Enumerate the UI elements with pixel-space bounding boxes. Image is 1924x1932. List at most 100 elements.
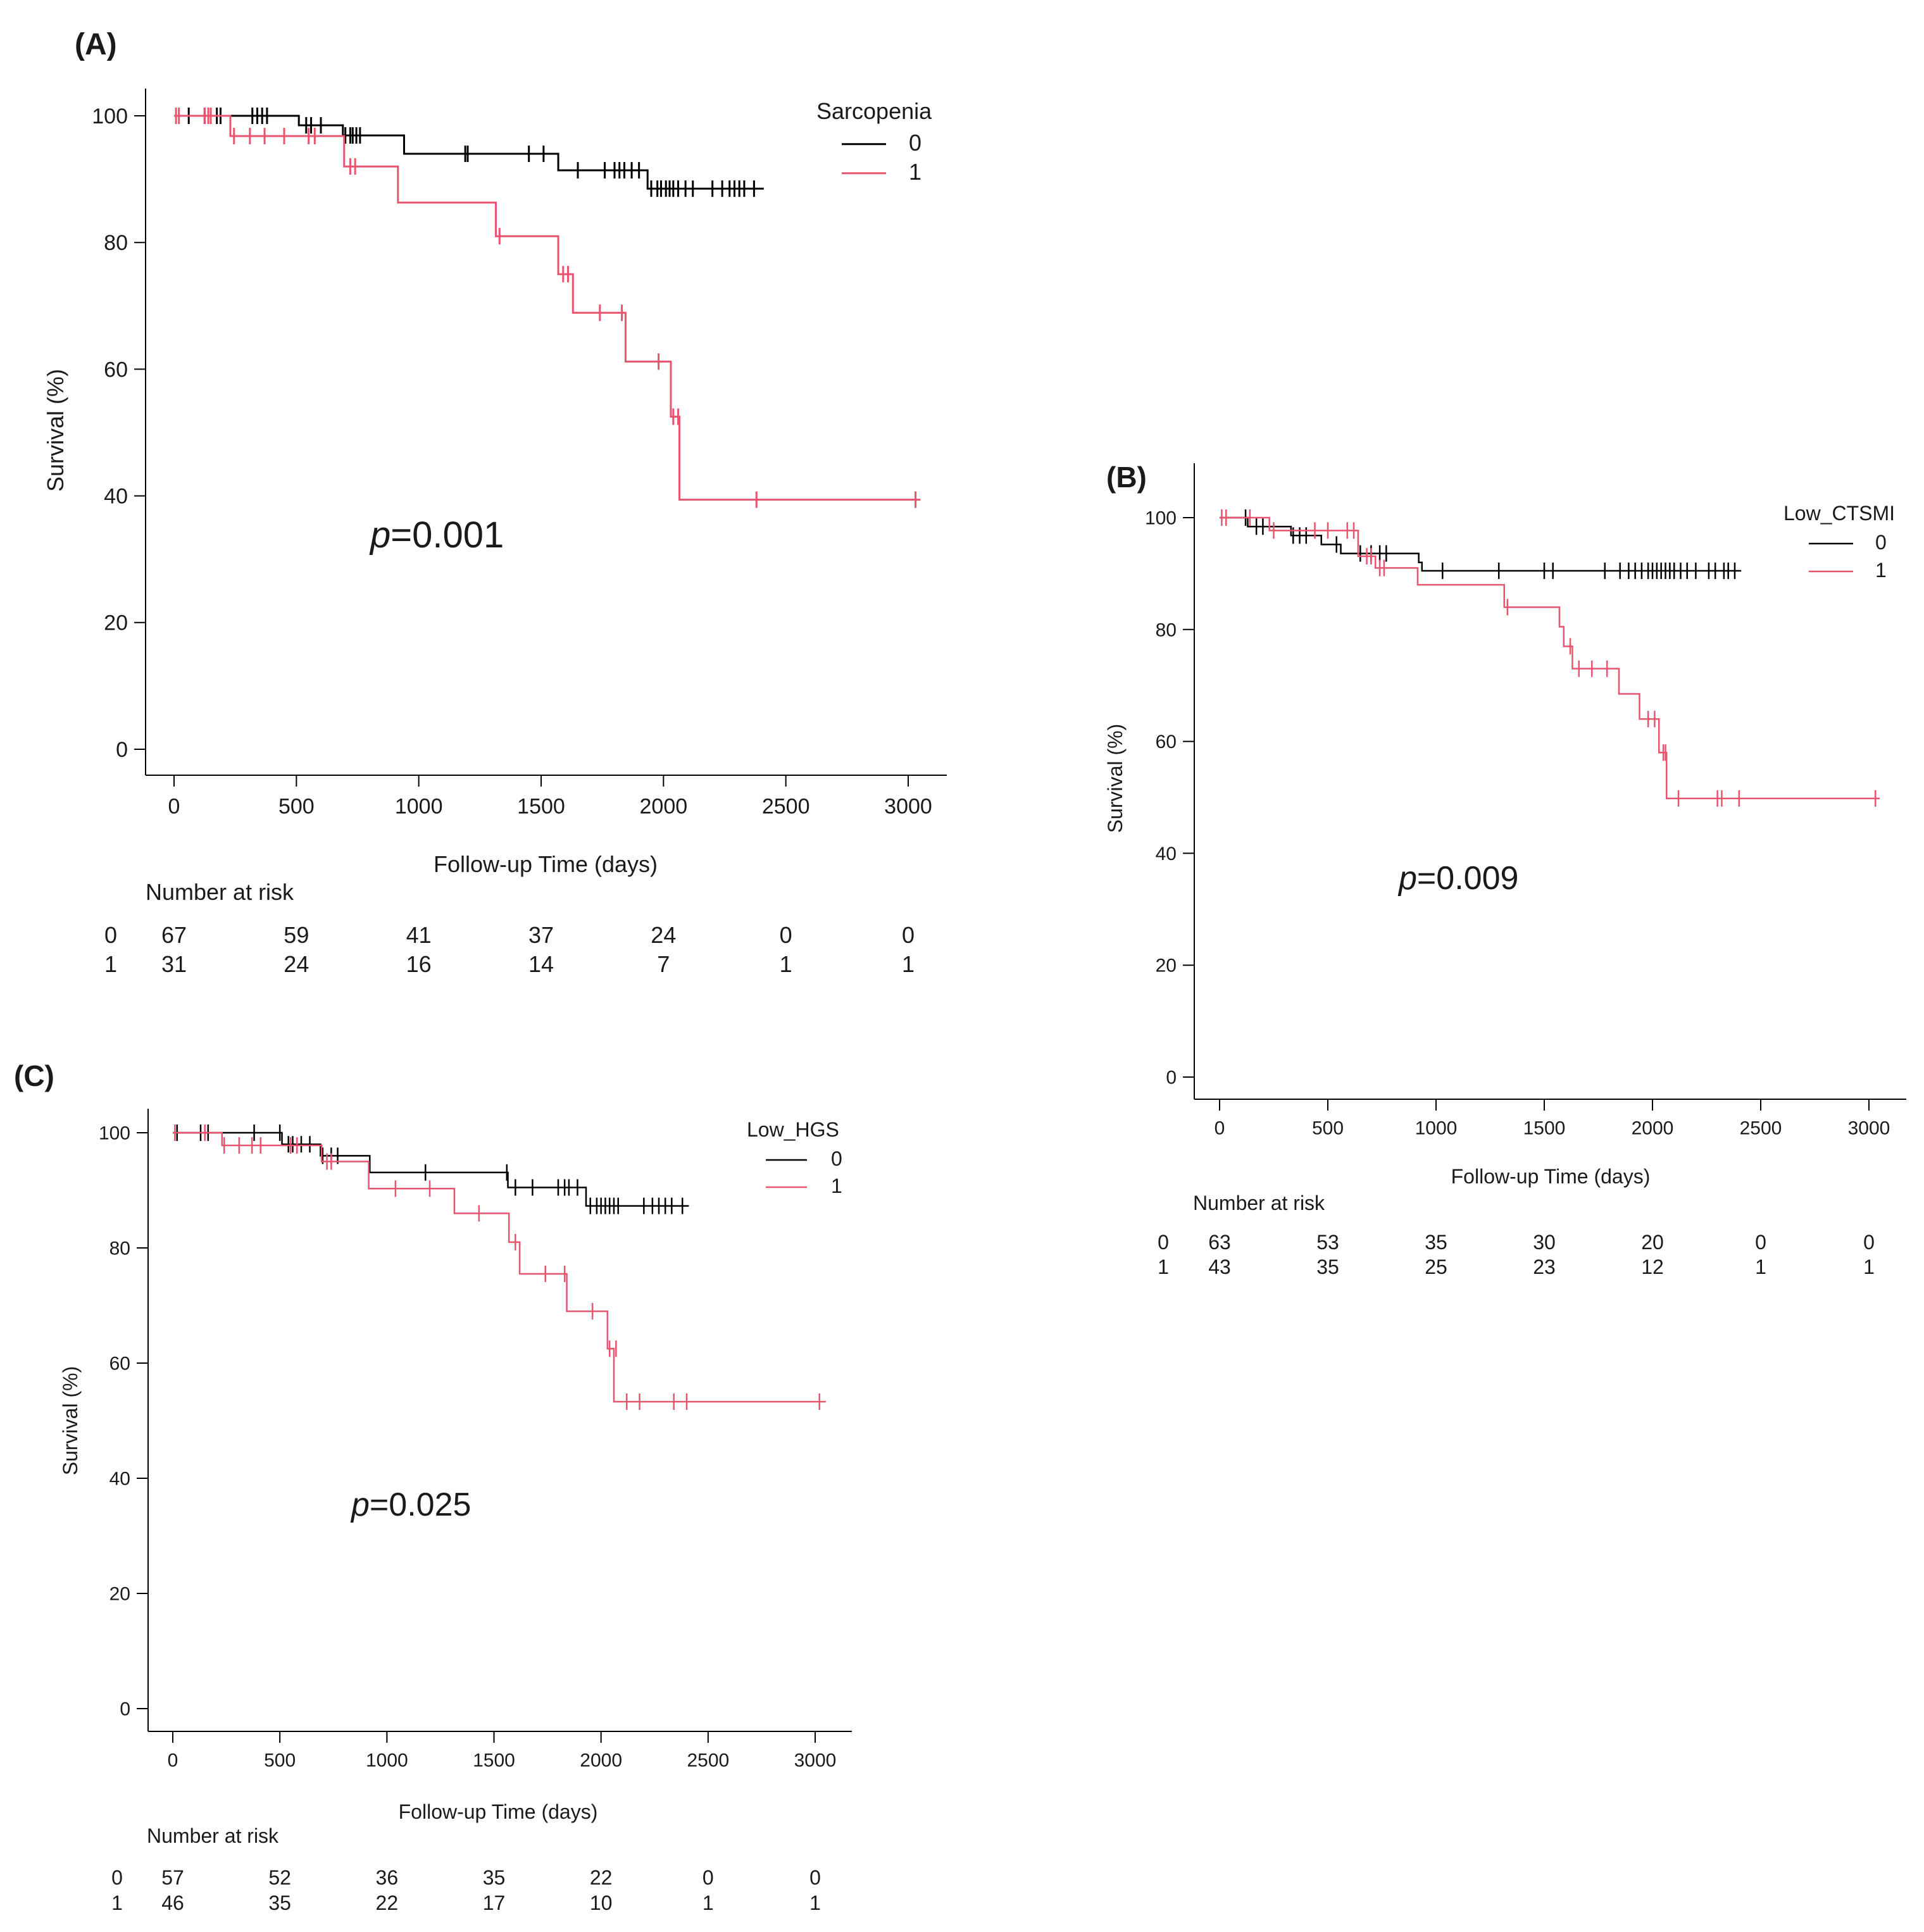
x-tick-label: 3000	[884, 795, 932, 819]
risk-row-label: 0	[111, 1866, 123, 1889]
x-tick-label: 1000	[366, 1750, 408, 1771]
legend-title: Low_HGS	[747, 1118, 839, 1141]
y-axis-title: Survival (%)	[1104, 724, 1127, 833]
risk-count: 7	[657, 951, 670, 977]
legend-title: Sarcopenia	[816, 98, 932, 124]
y-axis-title: Survival (%)	[42, 369, 68, 492]
y-tick-label: 40	[109, 1469, 130, 1490]
risk-count: 0	[703, 1866, 714, 1889]
risk-count: 24	[651, 922, 676, 948]
x-tick-label: 500	[264, 1750, 296, 1771]
risk-count: 22	[376, 1891, 399, 1914]
p-value-symbol: p	[369, 514, 390, 556]
legend-label: 1	[831, 1175, 842, 1197]
risk-count: 22	[590, 1866, 613, 1889]
x-tick-label: 0	[168, 795, 180, 819]
risk-count: 1	[1863, 1256, 1875, 1278]
risk-count: 23	[1533, 1256, 1556, 1278]
risk-count: 35	[268, 1891, 291, 1914]
risk-count: 41	[406, 922, 432, 948]
y-tick-label: 60	[109, 1354, 130, 1374]
km-curve-group-1	[174, 115, 921, 501]
x-axis-title: Follow-up Time (days)	[434, 851, 658, 877]
legend-label: 0	[831, 1147, 842, 1170]
risk-count: 59	[284, 922, 309, 948]
risk-count: 17	[483, 1891, 506, 1914]
x-tick-label: 2500	[687, 1750, 729, 1771]
x-tick-label: 0	[168, 1750, 178, 1771]
risk-row-label: 0	[104, 922, 117, 948]
risk-table-title: Number at risk	[146, 879, 294, 905]
x-tick-label: 500	[278, 795, 315, 819]
y-tick-label: 20	[104, 611, 128, 635]
x-tick-label: 1500	[1523, 1118, 1566, 1139]
risk-count: 30	[1533, 1231, 1556, 1254]
risk-row-label: 1	[1158, 1256, 1169, 1278]
legend-label: 0	[909, 130, 921, 156]
legend-label: 1	[909, 159, 921, 185]
y-tick-label: 40	[1156, 844, 1177, 864]
risk-count: 24	[284, 951, 309, 977]
x-axis-title: Follow-up Time (days)	[1451, 1165, 1651, 1188]
risk-count: 0	[780, 922, 792, 948]
km-curve-group-0	[173, 1131, 689, 1207]
y-axis-title: Survival (%)	[59, 1366, 82, 1475]
p-value-number: =0.025	[370, 1486, 472, 1523]
risk-count: 57	[161, 1866, 184, 1889]
y-tick-label: 20	[109, 1584, 130, 1605]
x-tick-label: 3000	[794, 1750, 837, 1771]
risk-count: 1	[902, 951, 915, 977]
x-tick-label: 2000	[580, 1750, 622, 1771]
y-tick-label: 80	[104, 231, 128, 255]
x-tick-label: 2000	[1632, 1118, 1674, 1139]
risk-count: 1	[780, 951, 792, 977]
risk-count: 0	[809, 1866, 821, 1889]
risk-count: 0	[1755, 1231, 1766, 1254]
risk-count: 35	[483, 1866, 506, 1889]
y-tick-label: 60	[104, 358, 128, 382]
risk-row-label: 0	[1158, 1231, 1169, 1254]
risk-table-title: Number at risk	[147, 1824, 279, 1847]
x-tick-label: 3000	[1848, 1118, 1890, 1139]
legend-title: Low_CTSMI	[1783, 502, 1895, 525]
risk-count: 52	[268, 1866, 291, 1889]
risk-count: 36	[376, 1866, 399, 1889]
x-tick-label: 1500	[517, 795, 565, 819]
risk-count: 1	[703, 1891, 714, 1914]
legend-label: 1	[1875, 559, 1887, 582]
y-tick-label: 100	[1145, 508, 1177, 529]
risk-count: 25	[1425, 1256, 1447, 1278]
panel-label: (A)	[75, 28, 117, 61]
y-tick-label: 60	[1156, 732, 1177, 752]
risk-count: 35	[1316, 1256, 1339, 1278]
risk-count: 53	[1316, 1231, 1339, 1254]
y-tick-label: 0	[116, 738, 128, 762]
km-curve-group-1	[173, 1131, 826, 1403]
risk-table-title: Number at risk	[1193, 1192, 1325, 1214]
risk-count: 10	[590, 1891, 613, 1914]
p-value-number: =0.001	[390, 514, 504, 556]
risk-count: 1	[1755, 1256, 1766, 1278]
risk-count: 43	[1208, 1256, 1231, 1278]
p-value-annotation: p=0.001	[369, 514, 504, 556]
y-tick-label: 40	[104, 485, 128, 509]
p-value-annotation: p=0.025	[350, 1486, 471, 1523]
panel-label: (C)	[14, 1059, 54, 1092]
x-tick-label: 1000	[1415, 1118, 1458, 1139]
x-tick-label: 0	[1215, 1118, 1225, 1139]
y-tick-label: 0	[1166, 1068, 1177, 1088]
p-value-symbol: p	[1397, 860, 1417, 897]
km-curve-group-1	[1220, 516, 1880, 800]
x-tick-label: 2500	[1740, 1118, 1782, 1139]
risk-count: 67	[161, 922, 187, 948]
y-tick-label: 80	[1156, 620, 1177, 640]
risk-row-label: 1	[111, 1891, 123, 1914]
risk-count: 16	[406, 951, 432, 977]
x-tick-label: 1500	[473, 1750, 515, 1771]
risk-count: 1	[809, 1891, 821, 1914]
risk-count: 14	[528, 951, 554, 977]
risk-count: 35	[1425, 1231, 1447, 1254]
